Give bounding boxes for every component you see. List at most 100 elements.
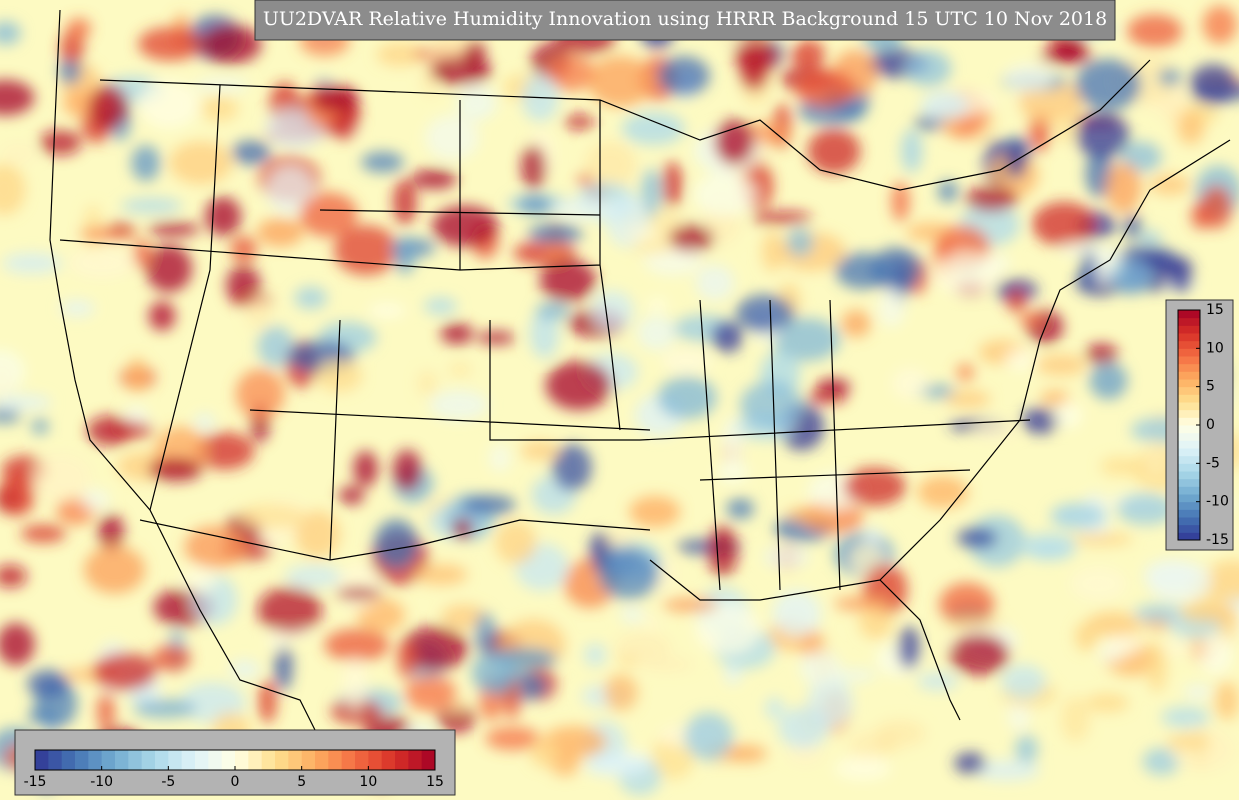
state-lines	[59, 84, 651, 561]
map-blob	[584, 755, 651, 778]
map-blob	[120, 198, 183, 214]
map-blob	[637, 315, 676, 351]
map-blob	[849, 731, 886, 761]
map-blob	[640, 614, 661, 631]
map-blob	[148, 457, 203, 482]
map-blob	[145, 244, 193, 293]
colorbar-cell	[208, 750, 223, 770]
map-blob	[80, 489, 111, 511]
map-blob	[463, 40, 486, 71]
map-blob	[131, 145, 161, 182]
map-blob	[786, 228, 814, 257]
map-blob	[333, 225, 399, 276]
map-blob	[93, 652, 157, 691]
map-blob	[495, 520, 537, 565]
map-blob	[0, 473, 36, 517]
colorbar-cell	[88, 750, 103, 770]
colorbar-cell	[195, 750, 209, 770]
map-blob	[897, 626, 920, 669]
map-blob	[933, 252, 1001, 295]
map-title: UU2DVAR Relative Humidity Innovation usi…	[263, 8, 1107, 30]
colorbar-cell	[1178, 356, 1200, 365]
colorbar-cell	[381, 750, 396, 770]
map-blob	[1116, 493, 1176, 525]
map-blob	[0, 349, 25, 394]
map-borders	[49, 9, 1231, 761]
map-blob	[956, 363, 975, 382]
map-blob	[84, 545, 146, 594]
colorbar-cell	[1178, 448, 1200, 457]
map-blob	[900, 128, 923, 173]
map-blob	[1060, 696, 1090, 742]
map-blob	[405, 675, 457, 712]
map-blob	[0, 79, 35, 116]
map-blob	[564, 114, 595, 130]
map-blob	[294, 510, 341, 559]
map-blob	[1188, 64, 1237, 106]
colorbar-cell	[128, 750, 143, 770]
map-blob	[1105, 635, 1142, 656]
colorbar-cell	[1178, 440, 1200, 449]
map-blob	[772, 589, 822, 638]
map-blob	[529, 308, 560, 359]
map-blob	[1018, 312, 1045, 327]
map-blob	[585, 141, 637, 188]
map-blob	[20, 524, 67, 543]
colorbar-cell	[315, 750, 329, 770]
map-blob	[1075, 59, 1142, 111]
map-blob	[835, 252, 890, 289]
map-blob	[1089, 362, 1128, 400]
map-blob	[726, 498, 755, 519]
map-blob	[1054, 112, 1076, 144]
map-blob	[152, 644, 191, 672]
map-blob	[772, 318, 841, 362]
map-blob	[598, 548, 660, 600]
map-blob	[1124, 214, 1142, 239]
colorbar-cell	[261, 750, 276, 770]
map-blob	[835, 669, 877, 682]
map-blob	[843, 467, 906, 506]
map-blob	[1070, 533, 1134, 546]
map-blob	[235, 369, 285, 420]
map-blob	[1178, 603, 1238, 622]
map-blob	[714, 119, 755, 165]
map-blob	[1021, 532, 1077, 559]
map-blob	[944, 390, 991, 408]
colorbar-cell	[1178, 371, 1200, 380]
colorbar-cell	[275, 750, 289, 770]
colorbar-tick-label: 15	[426, 774, 444, 790]
coastline-west	[49, 9, 331, 761]
map-blob	[0, 145, 36, 162]
map-blob	[841, 310, 871, 338]
colorbar-cell	[1178, 486, 1200, 495]
colorbar-cell	[1178, 317, 1200, 326]
map-blob	[834, 756, 892, 781]
map-blob	[520, 441, 560, 460]
map-blob	[299, 192, 358, 237]
map-blob	[181, 567, 217, 593]
colorbar-cell	[288, 750, 303, 770]
colorbar-cell	[1178, 417, 1200, 426]
colorbar-tick-label: -10	[90, 774, 113, 790]
map-blob	[31, 418, 49, 435]
colorbar-right: -15 -10 -5 0 5 10 15	[1177, 302, 1229, 548]
map-blob	[905, 50, 952, 87]
map-blob	[1158, 68, 1182, 86]
map-blob	[527, 223, 584, 244]
map-blob	[794, 69, 856, 108]
map-blob	[205, 196, 242, 237]
map-blob	[361, 151, 404, 173]
colorbar-tick-label: 5	[1206, 379, 1215, 395]
map-blob	[629, 495, 681, 528]
map-blob	[917, 672, 959, 691]
colorbar-cell	[141, 750, 156, 770]
map-blob	[294, 286, 328, 310]
map-blob	[1035, 354, 1087, 376]
map-blob	[392, 179, 417, 225]
map-blob	[956, 527, 998, 549]
colorbar-cell	[1178, 333, 1200, 342]
colorbar-cell	[408, 750, 423, 770]
colorbar-cell	[1178, 402, 1200, 411]
map-blob	[200, 24, 262, 64]
colorbar-cell	[1178, 509, 1200, 518]
